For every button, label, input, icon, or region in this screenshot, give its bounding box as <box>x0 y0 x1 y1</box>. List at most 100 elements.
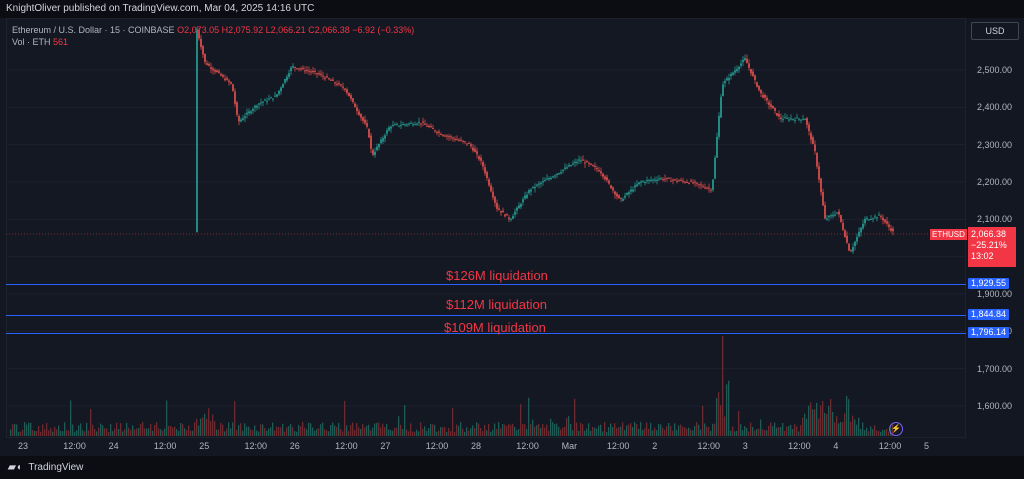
candle-body <box>640 181 642 183</box>
candle-body <box>660 178 662 180</box>
candle-body <box>274 95 276 97</box>
volume-bar <box>428 428 430 436</box>
liquidation-line-2[interactable] <box>6 315 966 316</box>
volume-bar <box>708 427 710 436</box>
candle-body <box>802 119 804 121</box>
candle-body <box>280 87 282 92</box>
candle-body <box>774 108 776 111</box>
time-tick-label: 12:00 <box>516 441 539 451</box>
candle-body <box>702 186 704 188</box>
candle-body <box>556 173 558 175</box>
candle-body <box>542 181 544 183</box>
candle-body <box>404 124 406 126</box>
liquidation-line-1[interactable] <box>6 284 966 285</box>
volume-bar <box>148 428 150 436</box>
candle-body <box>290 67 292 72</box>
volume-bar <box>492 429 494 436</box>
candle-body <box>650 179 652 181</box>
volume-bar <box>342 431 344 436</box>
lightning-icon[interactable]: ⚡ <box>889 422 903 436</box>
candle-body <box>836 212 838 214</box>
candle-body <box>846 235 848 243</box>
volume-label[interactable]: Vol · ETH <box>12 37 51 47</box>
volume-bar <box>88 430 90 436</box>
volume-bar <box>170 426 172 436</box>
volume-bar <box>50 428 52 436</box>
candle-body <box>238 116 240 122</box>
candle-body <box>816 153 818 167</box>
volume-bar <box>368 424 370 436</box>
candle-body <box>868 219 870 221</box>
candle-body <box>716 136 718 158</box>
volume-bar <box>484 424 486 436</box>
time-tick-label: 25 <box>199 441 210 451</box>
volume-bar <box>602 431 604 436</box>
candle-body <box>622 199 624 201</box>
symbol-label[interactable]: Ethereum / U.S. Dollar · 15 · COINBASE <box>12 25 175 35</box>
candle-body <box>354 103 356 108</box>
volume-bar <box>596 428 598 436</box>
tradingview-logo-icon[interactable]: ▰◖ <box>8 462 22 473</box>
candle-body <box>656 179 658 181</box>
volume-bar <box>384 427 386 436</box>
currency-button[interactable]: USD <box>971 22 1019 40</box>
candle-body <box>782 119 784 121</box>
time-tick-label: 12:00 <box>697 441 721 451</box>
time-tick-label: 5 <box>924 441 930 451</box>
candle-body <box>302 67 304 69</box>
candle-body <box>328 78 330 80</box>
brand-name[interactable]: TradingView <box>28 462 84 473</box>
liquidation-line-3[interactable] <box>6 333 966 334</box>
volume-bar <box>258 431 260 436</box>
volume-bar <box>416 429 418 436</box>
volume-bar <box>98 427 100 436</box>
candle-body <box>418 121 420 123</box>
candle-body <box>502 210 504 213</box>
volume-bar <box>704 423 706 436</box>
volume-bar <box>172 427 174 436</box>
volume-bar <box>850 421 852 436</box>
volume-bar <box>570 423 572 436</box>
volume-bar <box>494 423 496 436</box>
candle-body <box>506 213 508 216</box>
volume-bar <box>506 425 508 436</box>
candle-body <box>586 161 588 163</box>
candle-body <box>338 83 340 85</box>
volume-bar <box>444 426 446 436</box>
candle-body <box>258 103 260 105</box>
time-axis[interactable]: 23 12:00 24 12:00 25 12:00 26 12:00 27 12:00 28 12:… <box>6 438 966 454</box>
level-price-tag-3: 1,796.14 <box>968 327 1010 338</box>
candle-body <box>614 191 616 195</box>
candle-body <box>312 70 314 72</box>
volume-bar <box>476 422 478 436</box>
candle-body <box>574 161 576 164</box>
volume-bar <box>418 431 420 436</box>
candle-body <box>440 134 442 136</box>
volume-bar <box>82 430 84 436</box>
volume-bar <box>656 430 658 436</box>
volume-bar <box>508 424 510 436</box>
candle-body <box>736 68 738 72</box>
chart-pane[interactable] <box>6 18 966 438</box>
volume-bar <box>538 423 540 436</box>
volume-bar <box>136 428 138 436</box>
volume-bar <box>812 409 814 436</box>
volume-bar <box>32 430 34 436</box>
volume-bar <box>228 422 230 436</box>
candle-body <box>350 95 352 99</box>
time-tick-label: Mar <box>561 441 578 451</box>
candle-body <box>624 195 626 198</box>
candle-body <box>308 70 310 72</box>
price-tick-label: 2,100.00 <box>976 214 1012 225</box>
candle-body <box>470 144 472 147</box>
volume-bar <box>618 427 620 436</box>
candle-body <box>832 215 834 217</box>
candle-body <box>672 179 674 181</box>
volume-bar <box>164 428 166 436</box>
volume-bar <box>680 424 682 436</box>
volume-bar <box>734 431 736 436</box>
candle-body <box>248 111 250 114</box>
volume-bar <box>786 426 788 436</box>
volume-bar <box>344 400 346 436</box>
candle-body <box>226 78 228 80</box>
